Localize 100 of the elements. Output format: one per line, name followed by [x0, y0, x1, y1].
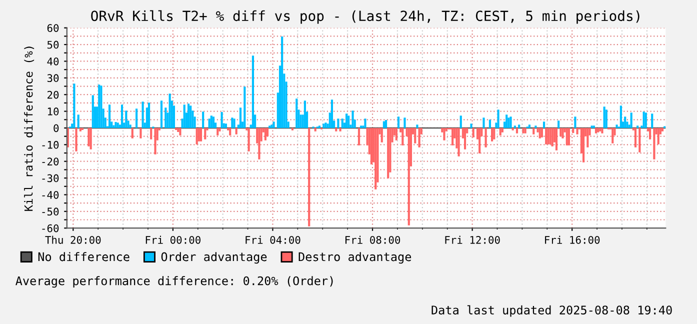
bar: [98, 84, 100, 128]
bar: [508, 118, 510, 128]
bar: [582, 128, 585, 162]
bar: [324, 122, 327, 128]
bar: [624, 116, 626, 128]
x-tick-label: Fri 12:00: [445, 236, 500, 244]
bar: [272, 122, 275, 128]
legend-label: Order advantage: [161, 252, 267, 264]
bar: [79, 128, 82, 132]
legend-label: No difference: [38, 252, 130, 262]
bar: [183, 104, 186, 128]
bar: [460, 116, 462, 128]
bar: [644, 112, 647, 128]
y-tick-label: -60: [42, 224, 59, 232]
bar: [472, 128, 474, 138]
bar: [208, 118, 210, 128]
bar: [605, 110, 608, 128]
bar: [443, 128, 446, 140]
legend-label: Destro advantage: [298, 252, 412, 264]
y-tick-label: -20: [42, 158, 59, 166]
bar: [92, 95, 94, 128]
bar: [518, 124, 520, 128]
bar: [370, 128, 373, 164]
bar: [620, 106, 622, 128]
bar: [657, 128, 660, 144]
y-tick-label: 0: [54, 124, 59, 132]
bar: [90, 128, 92, 150]
bar: [491, 128, 494, 142]
bar: [112, 125, 115, 128]
bar: [601, 128, 604, 134]
bar: [308, 128, 310, 226]
bar: [497, 110, 500, 128]
x-tick-label: Thu 20:00: [45, 236, 101, 244]
y-tick-label: 40: [47, 57, 59, 66]
bar: [594, 128, 598, 134]
bar: [470, 124, 472, 128]
x-tick-label: Fri 04:00: [246, 236, 300, 244]
bar: [212, 116, 215, 128]
y-tick-label: -30: [42, 174, 59, 182]
chart-title: ORvR Kills T2+ % diff vs pop - (Last 24h, TZ: CEST, 5 min periods): [91, 10, 640, 24]
bar: [458, 128, 460, 156]
bar: [408, 128, 410, 226]
bar: [499, 128, 502, 136]
text: Average performance difference: 0.20% (Order): [16, 276, 333, 288]
bar: [220, 112, 223, 128]
y-tick-label: -40: [42, 190, 59, 199]
bar: [202, 112, 204, 128]
bar: [416, 124, 418, 128]
bar: [239, 108, 242, 128]
bar: [599, 128, 602, 132]
bar: [88, 128, 90, 146]
bar: [630, 112, 632, 128]
bar: [196, 128, 198, 144]
bar: [524, 128, 526, 134]
y-axis-title: Kill ratio difference (%): [24, 46, 34, 211]
bar: [512, 128, 514, 130]
bar: [634, 128, 637, 148]
bar: [532, 128, 535, 134]
bar: [418, 128, 420, 148]
y-tick-label: 10: [48, 108, 59, 116]
bar: [452, 128, 454, 146]
bar: [545, 128, 548, 144]
bar: [136, 108, 138, 128]
bar: [168, 94, 171, 128]
bar: [235, 128, 238, 134]
text: Data last updated 2025-08-08 19:40: [432, 305, 672, 317]
x-tick-label: Fri 00:00: [146, 236, 200, 244]
bar: [210, 116, 212, 128]
bar: [148, 102, 150, 128]
bar: [204, 128, 206, 140]
y-tick-label: 20: [48, 90, 59, 99]
bar: [555, 128, 558, 150]
bar: [374, 128, 377, 190]
bar: [337, 118, 340, 128]
bar: [322, 124, 325, 128]
bar: [231, 118, 234, 128]
bar: [248, 128, 250, 152]
bar: [73, 84, 76, 128]
bar: [179, 128, 182, 136]
bar: [464, 128, 466, 150]
bar: [190, 106, 192, 128]
bar: [384, 120, 388, 128]
bar: [642, 112, 645, 128]
bar: [661, 128, 664, 132]
bar: [154, 128, 156, 154]
bar: [542, 122, 546, 128]
bar: [270, 124, 273, 128]
bar: [75, 128, 78, 152]
bar: [603, 106, 606, 128]
bar: [566, 128, 568, 146]
bar: [501, 128, 504, 132]
bar: [414, 128, 416, 144]
bar: [131, 128, 134, 138]
bar: [108, 104, 111, 128]
bar: [129, 124, 132, 128]
bar: [140, 128, 142, 138]
x-tick-label: Fri 16:00: [545, 236, 600, 244]
y-tick-label: -50: [42, 208, 59, 216]
bar: [478, 128, 481, 154]
bar: [198, 128, 200, 142]
